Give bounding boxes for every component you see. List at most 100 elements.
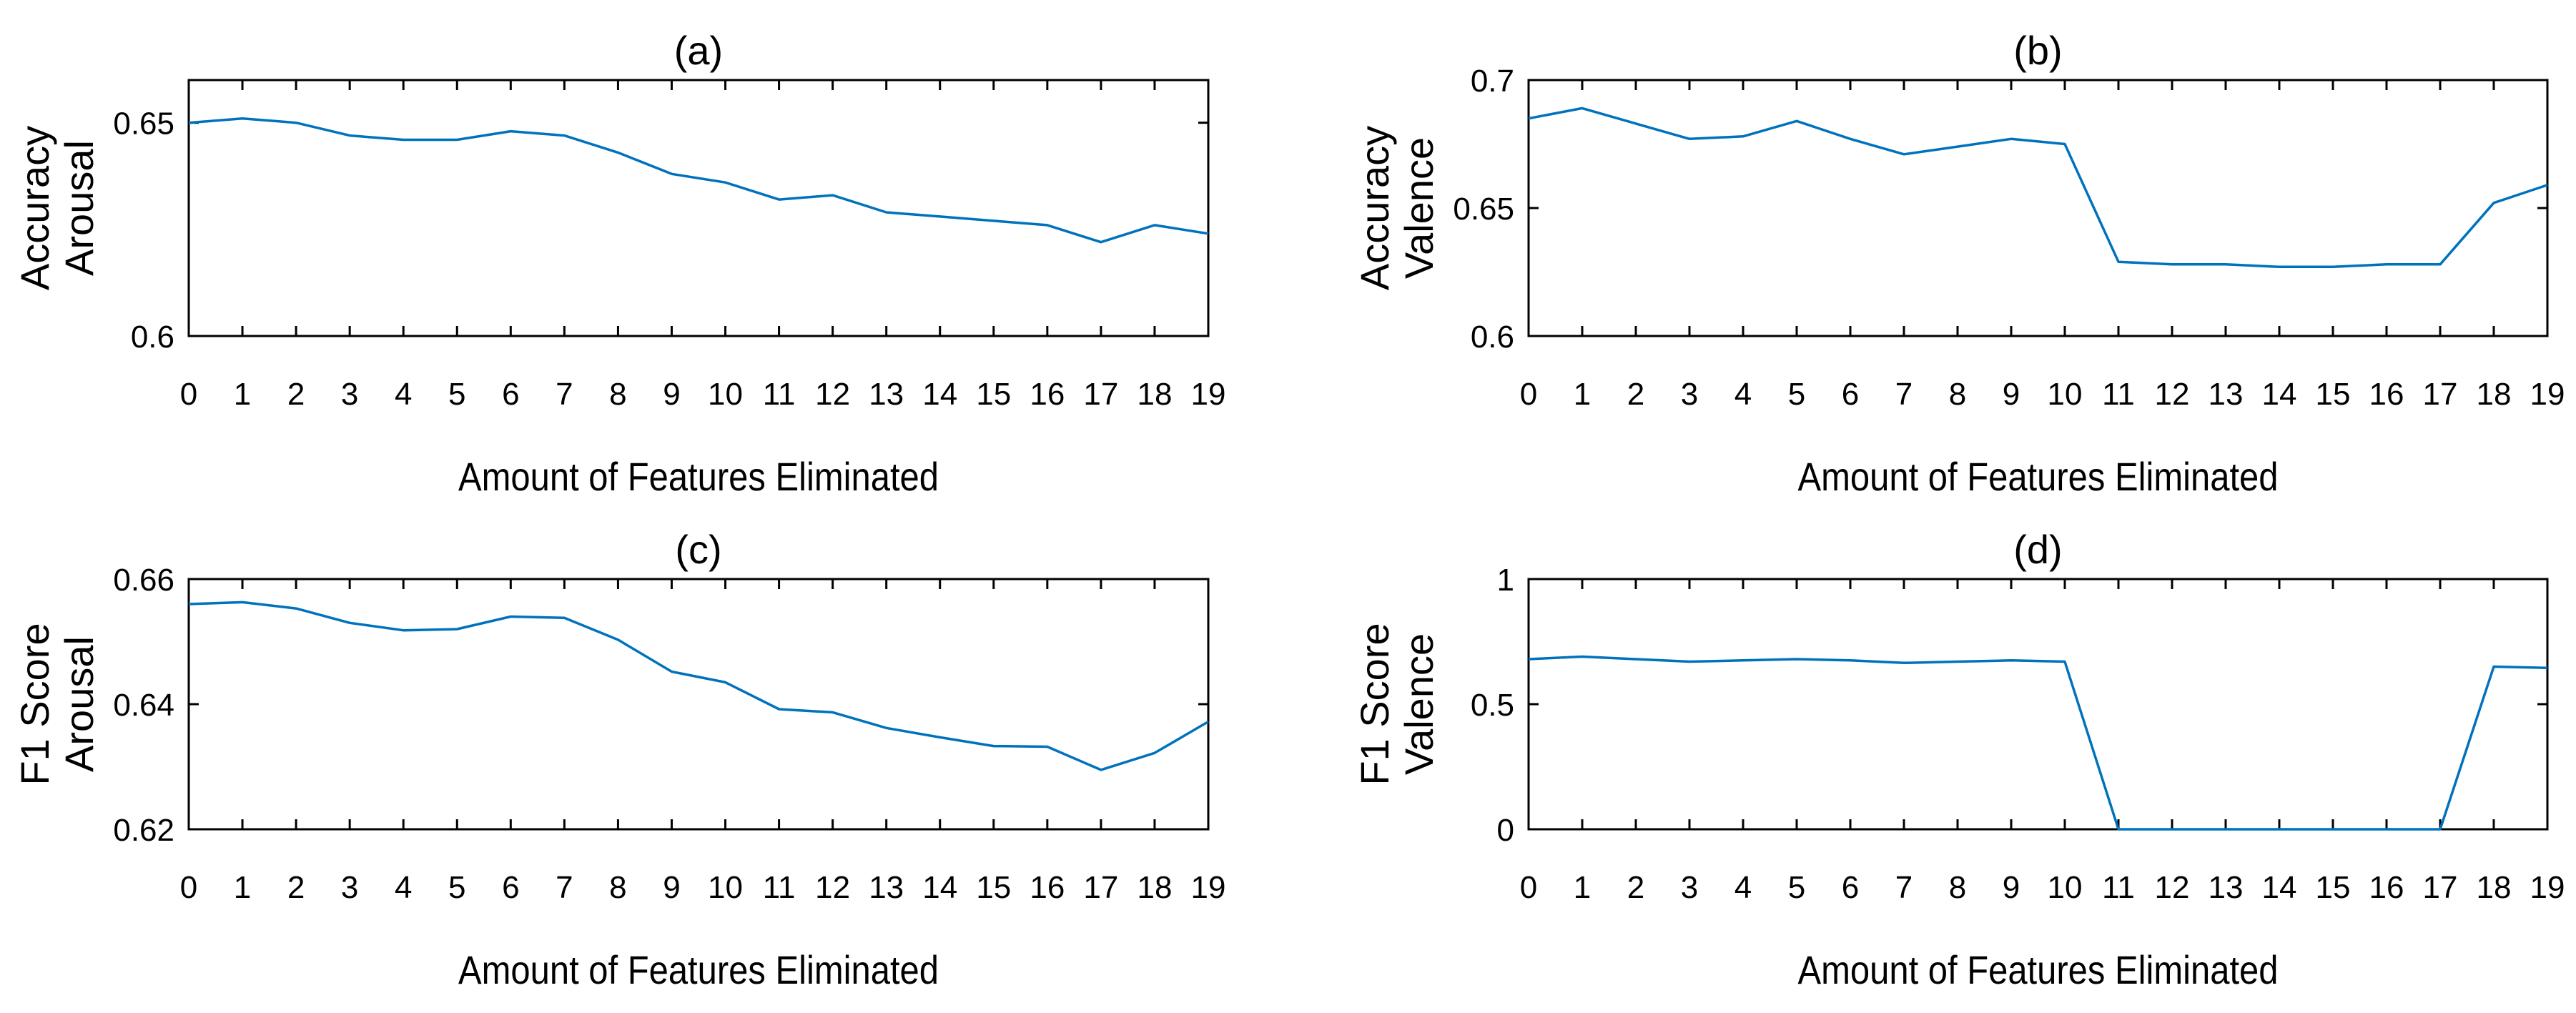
x-tick-label: 15 [2316, 870, 2351, 905]
x-tick-label: 16 [1030, 377, 1065, 412]
panel-title: (b) [2013, 28, 2062, 73]
x-tick-label: 18 [1137, 870, 1172, 905]
y-axis-label-line-1: Accuracy [1352, 126, 1397, 290]
x-tick-label: 8 [609, 870, 626, 905]
x-axis-label: Amount of Features Eliminated [458, 947, 939, 992]
x-tick-label: 18 [2477, 870, 2512, 905]
x-tick-label: 3 [1681, 377, 1698, 412]
x-tick-label: 9 [663, 870, 680, 905]
x-tick-label: 5 [448, 377, 465, 412]
x-tick-label: 5 [1788, 870, 1805, 905]
x-tick-label: 8 [609, 377, 626, 412]
panel-title: (c) [675, 527, 721, 572]
x-tick-label: 4 [1734, 377, 1752, 412]
x-tick-label: 16 [2369, 870, 2404, 905]
x-tick-label: 12 [815, 377, 850, 412]
x-tick-label: 19 [1191, 377, 1226, 412]
panel-d: (d) F1 Score Valence Amount of Features … [1352, 527, 2565, 992]
x-tick-label: 1 [234, 870, 251, 905]
plot-area [187, 578, 1210, 831]
series-line [1528, 107, 2548, 269]
series-line [188, 601, 1209, 771]
x-tick-label: 14 [922, 870, 957, 905]
y-tick-label: 1 [1497, 563, 1514, 598]
x-tick-label: 2 [287, 377, 305, 412]
x-tick-label: 0 [180, 870, 197, 905]
series-line [188, 117, 1209, 244]
y-axis-label-line-2: Valence [1396, 633, 1441, 775]
panel-b: (b) Accuracy Valence Amount of Features … [1352, 28, 2565, 499]
x-tick-label: 5 [448, 870, 465, 905]
x-tick-label: 19 [2530, 870, 2565, 905]
y-tick-label: 0.5 [1471, 688, 1514, 723]
x-tick-label: 17 [2423, 377, 2458, 412]
y-axis-label-line-1: Accuracy [12, 126, 57, 290]
x-tick-label: 9 [2003, 870, 2020, 905]
x-tick-label: 17 [1083, 377, 1118, 412]
x-tick-label: 14 [922, 377, 957, 412]
plot-area [1527, 79, 2549, 337]
x-tick-label: 15 [976, 377, 1011, 412]
x-tick-label: 18 [1137, 377, 1172, 412]
x-tick-label: 7 [1895, 377, 1913, 412]
x-tick-label: 0 [1520, 377, 1537, 412]
x-tick-label: 11 [763, 870, 796, 905]
y-tick-label: 0.7 [1471, 64, 1514, 99]
x-tick-label: 6 [502, 870, 519, 905]
x-tick-label: 1 [234, 377, 251, 412]
x-tick-label: 19 [2530, 377, 2565, 412]
panel-title: (a) [674, 28, 723, 73]
x-tick-label: 7 [556, 870, 573, 905]
y-axis-label-line-1: F1 Score [12, 623, 57, 785]
plot-area [187, 79, 1210, 337]
x-tick-label: 16 [2369, 377, 2404, 412]
x-axis-label: Amount of Features Eliminated [458, 454, 939, 499]
x-tick-label: 3 [1681, 870, 1698, 905]
x-tick-label: 6 [502, 377, 519, 412]
x-tick-label: 3 [341, 377, 358, 412]
x-tick-label: 2 [1627, 870, 1644, 905]
x-tick-label: 4 [395, 377, 412, 412]
x-tick-label: 10 [708, 377, 743, 412]
x-tick-label: 2 [1627, 377, 1644, 412]
x-tick-label: 2 [287, 870, 305, 905]
x-tick-label: 18 [2477, 377, 2512, 412]
x-tick-label: 12 [2155, 870, 2190, 905]
y-tick-label: 0 [1497, 813, 1514, 848]
x-tick-label: 4 [395, 870, 412, 905]
x-tick-label: 14 [2262, 377, 2297, 412]
x-tick-label: 12 [815, 870, 850, 905]
x-tick-label: 13 [869, 377, 904, 412]
x-tick-label: 19 [1191, 870, 1226, 905]
y-axis-label-line-2: Valence [1396, 137, 1441, 279]
x-tick-label: 15 [976, 870, 1011, 905]
panel-title: (d) [2013, 527, 2062, 572]
y-tick-label: 0.66 [113, 563, 174, 598]
x-tick-label: 10 [2048, 870, 2083, 905]
x-tick-label: 7 [1895, 870, 1913, 905]
x-tick-label: 11 [763, 377, 796, 412]
plot-area [1527, 578, 2549, 831]
x-tick-label: 3 [341, 870, 358, 905]
y-axis-label-line-2: Arousal [56, 636, 102, 772]
y-tick-label: 0.6 [131, 320, 174, 355]
x-tick-label: 6 [1842, 377, 1859, 412]
x-tick-label: 8 [1949, 377, 1966, 412]
x-tick-label: 10 [708, 870, 743, 905]
x-tick-label: 13 [2209, 870, 2244, 905]
x-tick-label: 17 [1083, 870, 1118, 905]
x-tick-label: 11 [2102, 377, 2135, 412]
x-tick-label: 8 [1949, 870, 1966, 905]
x-tick-label: 1 [1574, 377, 1591, 412]
x-tick-label: 6 [1842, 870, 1859, 905]
x-tick-label: 11 [2102, 870, 2135, 905]
x-tick-label: 14 [2262, 870, 2297, 905]
x-tick-label: 17 [2423, 870, 2458, 905]
y-axis-label-line-1: F1 Score [1352, 623, 1397, 785]
y-tick-label: 0.65 [1453, 192, 1514, 227]
x-axis-label: Amount of Features Eliminated [1798, 947, 2279, 992]
x-tick-label: 5 [1788, 377, 1805, 412]
x-tick-label: 16 [1030, 870, 1065, 905]
y-tick-label: 0.62 [113, 813, 174, 848]
